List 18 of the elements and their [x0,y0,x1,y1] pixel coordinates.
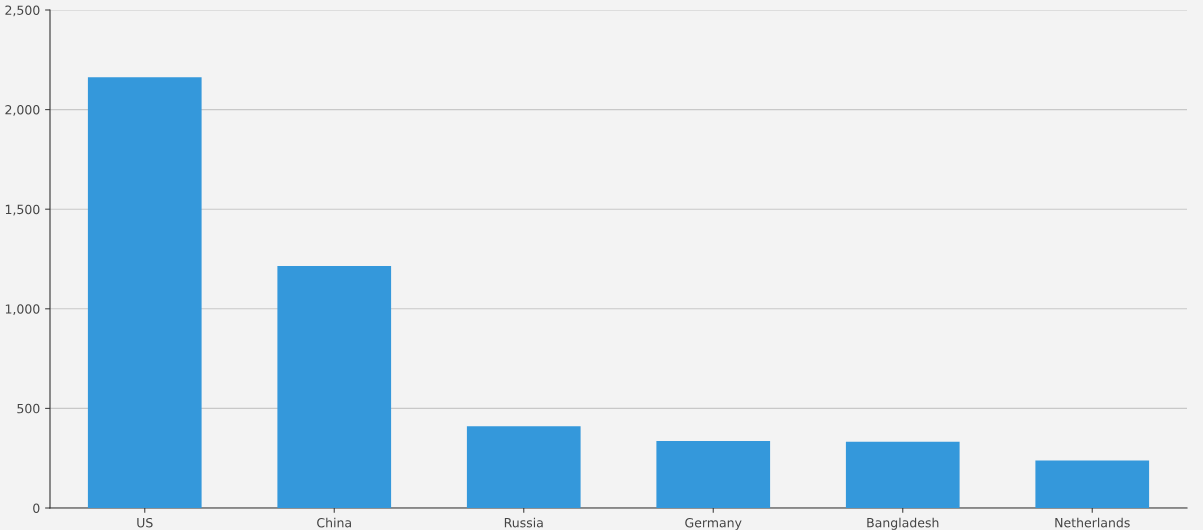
bar [845,441,960,508]
y-tick-label: 2,000 [5,105,40,116]
y-tick-label: 2,500 [5,5,40,17]
x-tick-label: China [317,517,351,528]
x-tick-label: Russia [504,517,543,528]
x-tick-label: Bangladesh [867,517,939,530]
y-tick-label: 1,000 [5,304,40,315]
x-tick-label: Netherlands [1055,517,1130,528]
bar [87,77,202,508]
y-tick-label: 0 [33,503,40,513]
bar [1035,460,1150,508]
x-tick-label: US [137,517,153,528]
bar [656,441,771,508]
x-tick-label: Germany [685,517,742,530]
y-tick-label: 500 [17,403,40,414]
bar [277,265,392,508]
bar [466,426,581,508]
y-tick-label: 1,500 [5,204,40,216]
